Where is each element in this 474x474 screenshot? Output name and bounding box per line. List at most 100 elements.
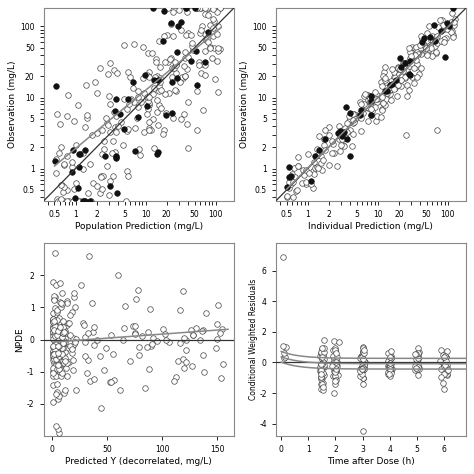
Point (156, 78, 164, 86)
Point (179, 287, 187, 294)
Point (397, 82, 404, 89)
Point (318, 380, 325, 388)
Point (72, 303, 79, 310)
Point (427, 42, 434, 49)
Point (361, 361, 368, 369)
Point (144, 49, 152, 57)
Point (325, 131, 333, 138)
Point (388, 347, 395, 355)
Point (189, 331, 197, 339)
Point (331, 372, 338, 380)
Point (151, 73, 159, 81)
Point (49, 367, 56, 375)
Point (60, 160, 68, 167)
Point (84, 329, 92, 337)
Point (106, 177, 113, 184)
Point (51, 339, 58, 347)
Point (136, 145, 143, 153)
Point (409, 73, 416, 80)
Point (143, 343, 150, 351)
Point (285, 184, 292, 191)
Point (112, 154, 120, 162)
Point (62, 334, 69, 342)
Point (182, 31, 190, 39)
Point (403, 67, 411, 74)
Point (280, 349, 287, 356)
Point (433, 32, 440, 40)
Point (412, 44, 420, 51)
Point (387, 361, 395, 368)
Point (51, 363, 59, 370)
Point (79, 165, 87, 173)
Point (49, 322, 57, 329)
Point (395, 70, 402, 77)
Point (58, 356, 65, 364)
Point (357, 367, 365, 374)
Point (50, 318, 57, 326)
Point (149, 91, 157, 98)
Point (55, 344, 63, 352)
Point (96, 352, 103, 360)
Point (64, 359, 71, 366)
Point (321, 363, 328, 371)
Point (442, 368, 450, 376)
Point (96, 190, 104, 197)
Point (87, 160, 94, 167)
Point (187, 57, 195, 64)
Point (125, 172, 132, 180)
Point (188, 39, 195, 47)
Point (443, 21, 451, 28)
Point (112, 107, 119, 114)
Point (310, 170, 318, 178)
Point (428, 36, 435, 44)
Point (133, 295, 140, 303)
Point (294, 153, 302, 161)
Point (187, 327, 194, 334)
Point (54, 426, 62, 433)
Point (290, 178, 297, 186)
Point (427, 33, 434, 41)
Point (171, 377, 178, 384)
Point (50, 350, 57, 358)
Point (70, 356, 77, 364)
Point (341, 128, 349, 135)
Point (56, 279, 64, 286)
Point (107, 182, 114, 190)
Point (62, 365, 70, 372)
Point (49, 278, 56, 285)
Point (124, 105, 131, 113)
Point (58, 333, 66, 341)
Point (440, 370, 448, 378)
Point (59, 352, 67, 359)
Point (201, 10, 209, 18)
Point (349, 119, 357, 127)
Point (401, 63, 408, 71)
Point (85, 252, 92, 260)
Point (414, 344, 422, 352)
Point (57, 358, 65, 365)
Point (330, 364, 337, 371)
Point (150, 5, 157, 12)
Point (57, 372, 65, 380)
Point (394, 64, 402, 72)
Point (199, 60, 207, 68)
Point (60, 359, 68, 366)
Point (332, 367, 339, 375)
Point (169, 115, 177, 122)
Point (180, 63, 188, 70)
Point (406, 57, 414, 65)
Point (415, 365, 423, 373)
Point (410, 64, 418, 72)
Point (279, 342, 286, 350)
Point (332, 350, 340, 357)
Point (411, 44, 419, 52)
Point (216, 329, 223, 337)
Point (449, 33, 457, 41)
Point (319, 356, 326, 363)
Point (383, 87, 391, 95)
Point (201, 368, 208, 376)
Point (147, 126, 155, 133)
Point (367, 111, 375, 118)
Point (51, 311, 59, 319)
Point (63, 197, 71, 205)
